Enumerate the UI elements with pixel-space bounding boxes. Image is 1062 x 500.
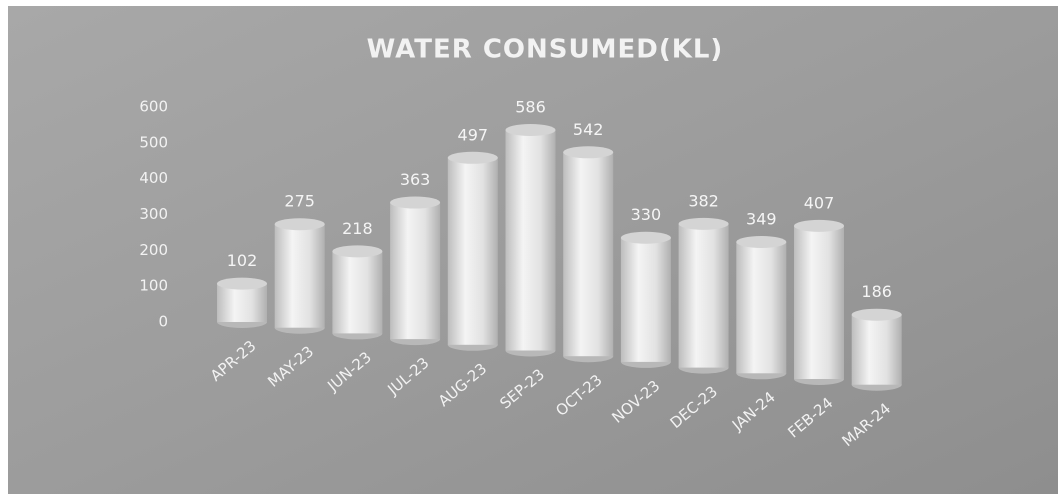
y-tick-label: 400 xyxy=(139,169,168,187)
bar xyxy=(794,225,844,379)
value-label: 349 xyxy=(746,209,777,228)
value-label: 330 xyxy=(631,205,662,224)
cylinder-top xyxy=(390,196,441,209)
value-label: 218 xyxy=(342,219,373,238)
cylinder-top xyxy=(447,151,498,164)
value-label: 382 xyxy=(688,191,719,210)
cylinder-top xyxy=(851,308,902,321)
y-tick-label: 100 xyxy=(139,277,168,295)
value-label: 275 xyxy=(284,192,315,211)
y-tick-label: 600 xyxy=(139,98,168,116)
value-label: 542 xyxy=(573,120,604,139)
cylinder-top xyxy=(678,217,729,230)
chart-title: WATER CONSUMED(KL) xyxy=(367,35,724,65)
y-tick-label: 200 xyxy=(139,241,168,259)
value-label: 586 xyxy=(515,98,546,117)
bar xyxy=(851,314,902,385)
cylinder-top xyxy=(620,231,671,244)
bar xyxy=(217,283,267,322)
cylinder-top xyxy=(794,219,844,232)
bar xyxy=(563,152,614,357)
bar xyxy=(736,241,787,374)
value-label: 363 xyxy=(400,170,431,189)
bar xyxy=(505,130,556,351)
cylinder-top xyxy=(274,218,325,231)
value-label: 102 xyxy=(227,251,258,270)
value-label: 186 xyxy=(861,282,892,301)
bar xyxy=(678,223,729,368)
cylinder-top xyxy=(217,277,267,290)
value-label: 497 xyxy=(458,125,489,144)
cylinder-top xyxy=(332,245,383,258)
bar xyxy=(274,224,325,328)
y-tick-label: 0 xyxy=(158,313,168,331)
bar xyxy=(390,202,441,340)
bar xyxy=(620,237,671,362)
bar xyxy=(447,157,498,345)
cylinder-top xyxy=(505,124,556,137)
value-label: 407 xyxy=(804,193,835,212)
y-tick-label: 300 xyxy=(139,205,168,223)
cylinder-top xyxy=(736,235,787,248)
cylinder-top xyxy=(563,146,614,159)
y-tick-label: 500 xyxy=(139,133,168,151)
bar xyxy=(332,251,383,334)
